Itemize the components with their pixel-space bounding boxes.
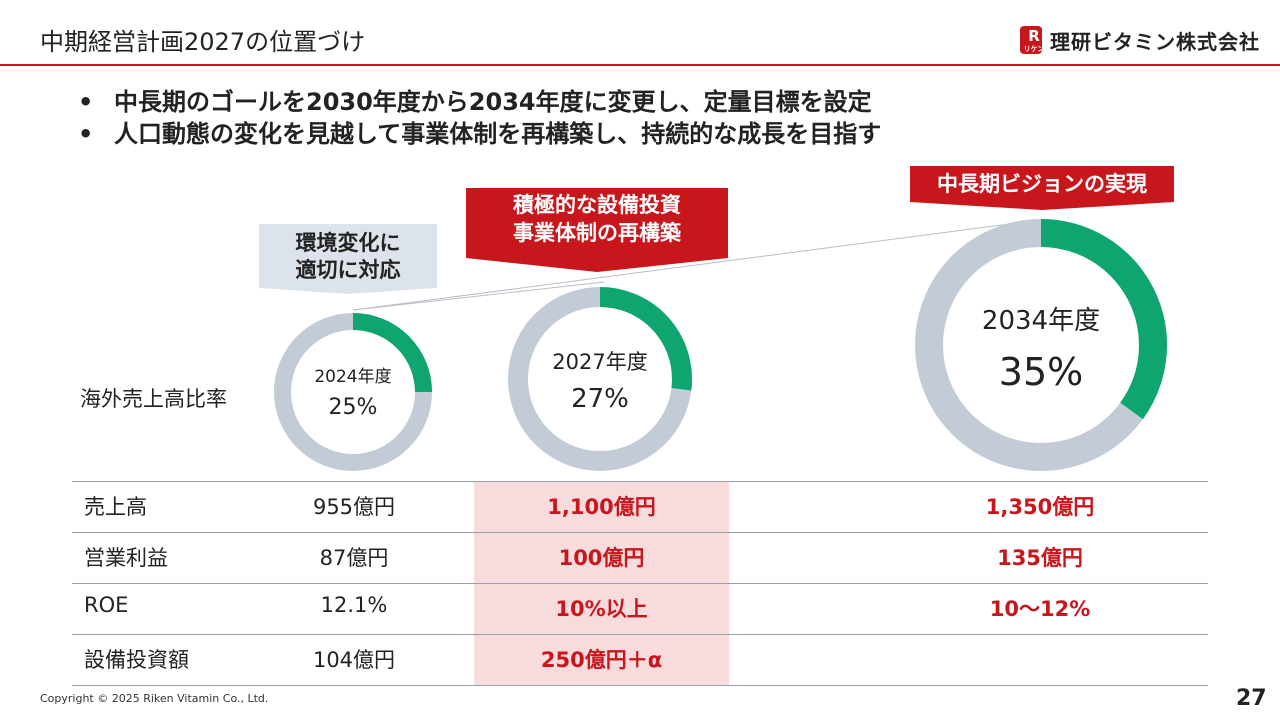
bullet-item: • 人口動態の変化を見越して事業体制を再構築し、持続的な成長を目指す [78, 120, 882, 148]
row-label: ROE [84, 593, 129, 617]
donut-year-label: 2027年度 [552, 350, 648, 374]
donut-value-arc [915, 219, 1167, 471]
connector-line [352, 219, 1041, 311]
table-divider [72, 634, 1208, 635]
callout-adapt: 環境変化に 適切に対応 [259, 224, 437, 294]
callout-mid-line: 事業体制の再構築 [513, 221, 681, 245]
value-2027: 250億円＋α [540, 648, 663, 672]
callout-left-line: 環境変化に [295, 231, 401, 255]
row-label: 設備投資額 [84, 648, 189, 672]
value-2034: 1,350億円 [985, 495, 1095, 519]
page-title: 中期経営計画2027の位置づけ [40, 28, 366, 56]
value-2034: 10～12% [989, 597, 1091, 621]
bullet-item: • 中長期のゴールを2030年度から2034年度に変更し、定量目標を設定 [78, 88, 872, 116]
value-2024: 104億円 [312, 648, 396, 672]
logo-mark-icon: R リケン [1020, 26, 1044, 54]
value-2027: 1,100億円 [547, 495, 656, 519]
page-number: 27 [1236, 686, 1267, 711]
callout-left-line: 適切に対応 [295, 258, 401, 282]
donut-chart-2034 [915, 219, 1167, 471]
callout-vision: 中長期ビジョンの実現 [910, 166, 1174, 210]
callout-investment: 積極的な設備投資 事業体制の再構築 [466, 188, 728, 272]
value-2024: 87億円 [319, 546, 389, 570]
donut-value-arc [274, 313, 432, 471]
value-2027: 100億円 [558, 546, 645, 570]
copyright-text: Copyright © 2025 Riken Vitamin Co., Ltd. [40, 692, 269, 705]
overseas-ratio-label: 海外売上高比率 [80, 387, 227, 411]
company-logo: R リケン 理研ビタミン株式会社 [1020, 24, 1260, 56]
row-label: 売上高 [84, 495, 147, 519]
donut-percent-label: 35% [998, 350, 1084, 394]
donut-chart-2027 [508, 287, 692, 471]
callout-right-label: 中長期ビジョンの実現 [937, 172, 1147, 196]
table-divider [72, 685, 1208, 686]
table-divider [72, 583, 1208, 584]
donut-year-label: 2024年度 [314, 367, 392, 387]
table-divider [72, 532, 1208, 533]
value-2027: 10%以上 [555, 597, 648, 621]
donut-value-arc [508, 287, 692, 471]
title-divider [0, 64, 1280, 66]
value-2024: 12.1% [320, 593, 388, 617]
value-2024: 955億円 [312, 495, 396, 519]
callout-left-shape [259, 224, 437, 294]
callout-mid-line: 積極的な設備投資 [513, 193, 681, 217]
value-2034: 135億円 [997, 546, 1083, 570]
row-label: 営業利益 [84, 546, 168, 570]
donut-percent-label: 25% [328, 395, 378, 420]
callout-mid-shape [466, 188, 728, 272]
connector-line [352, 281, 605, 311]
donut-year-label: 2034年度 [981, 306, 1101, 336]
callout-right-shape [910, 166, 1174, 210]
donut-chart-2024 [274, 313, 432, 471]
donut-percent-label: 27% [571, 384, 629, 414]
table-divider [72, 481, 1208, 482]
logo-text: 理研ビタミン株式会社 [1050, 29, 1260, 54]
